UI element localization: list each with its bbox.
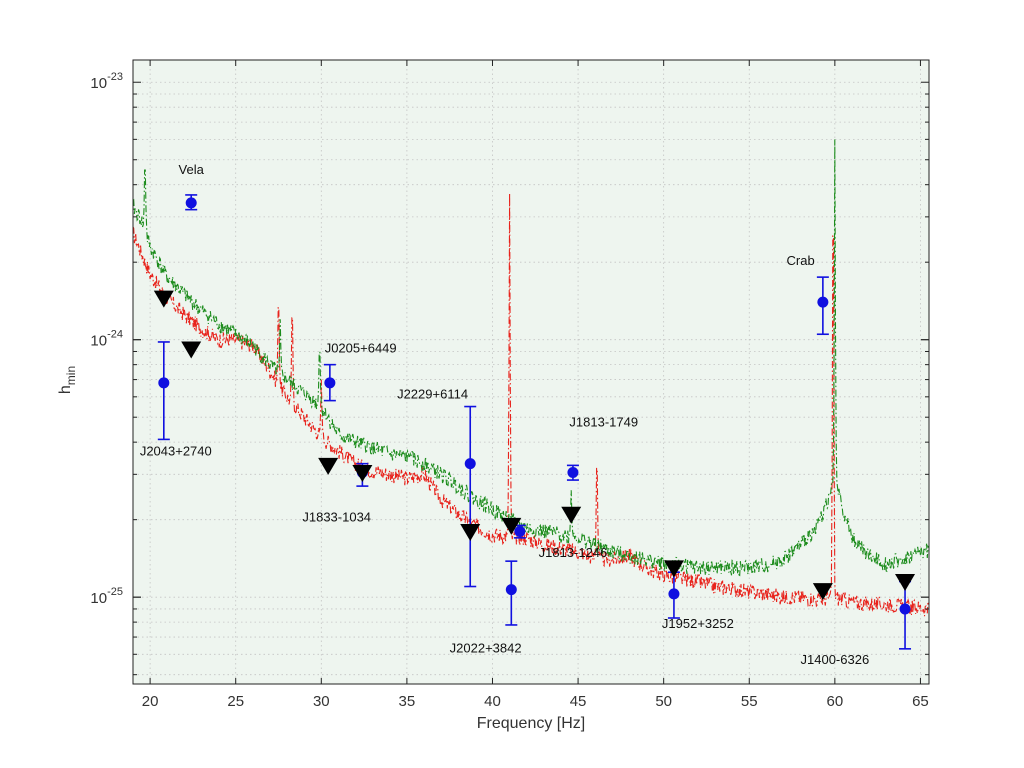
plot-background: [133, 60, 929, 684]
x-tick-label: 30: [313, 693, 330, 710]
upper-limit-marker: [501, 517, 522, 535]
upper-limit-marker: [460, 523, 481, 541]
y-tick-label-exponent: -23: [107, 71, 123, 83]
annotations: Vela J2043+2740 J0205+6449 J2229+6114 J1833-…: [140, 162, 869, 667]
upper-limit-marker: [895, 574, 916, 592]
x-tick-label: 50: [655, 693, 672, 710]
error-bars: [157, 194, 912, 650]
y-tick-label-exponent: -24: [107, 329, 123, 341]
measurement-point: [514, 525, 526, 537]
measurement-point: [899, 603, 911, 615]
upper-limit-marker: [663, 560, 684, 578]
pulsar-label: J1833-1034: [302, 509, 371, 524]
pulsar-label: J1952+3252: [662, 616, 734, 631]
measurement-point: [185, 197, 197, 209]
x-axis: 20 25 30 35 40 45 50 55 60 65: [142, 60, 929, 710]
pulsar-label: J1813-1246: [539, 545, 608, 560]
y-tick-label: 10-24: [90, 329, 123, 350]
pulsar-label: J2022+3842: [450, 640, 522, 655]
pulsar-label: J0205+6449: [325, 341, 397, 356]
upper-limit-marker: [318, 457, 339, 475]
upper-limit-markers: [153, 290, 916, 601]
y-axis-label: hmin: [57, 366, 78, 394]
measurement-point: [817, 296, 829, 308]
x-axis-label: Frequency [Hz]: [477, 715, 585, 732]
y-axis-label-base: h: [57, 385, 74, 394]
pulsar-label: Vela: [179, 162, 205, 177]
upper-limit-marker: [153, 290, 174, 308]
pulsar-label: J2043+2740: [140, 444, 212, 459]
green-curve-line: [132, 139, 930, 577]
x-tick-label: 65: [912, 693, 929, 710]
upper-limit-marker: [181, 341, 202, 359]
y-tick-label: 10-23: [90, 71, 123, 92]
x-tick-label: 40: [484, 693, 501, 710]
y-tick-label-base: 10: [90, 75, 107, 92]
y-tick-label-base: 10: [90, 590, 107, 607]
x-tick-label: 35: [399, 693, 416, 710]
measurement-point: [464, 458, 476, 470]
y-tick-label: 10-25: [90, 586, 123, 607]
measurement-point: [567, 466, 579, 478]
pulsar-label: Crab: [787, 253, 815, 268]
pulsar-label: J2229+6114: [397, 387, 468, 402]
upper-limit-marker: [352, 464, 373, 482]
pulsar-label: J1400-6326: [801, 652, 870, 667]
upper-limit-marker: [561, 506, 582, 524]
measurement-point: [324, 377, 336, 389]
measurement-point: [158, 377, 170, 389]
x-tick-label: 45: [570, 693, 587, 710]
measurement-point: [505, 584, 517, 596]
green-curve: [132, 139, 930, 577]
x-tick-label: 20: [142, 693, 159, 710]
y-axis-label-sub: min: [64, 366, 78, 385]
upper-limit-marker: [812, 583, 833, 601]
x-tick-label: 60: [827, 693, 844, 710]
x-tick-label: 55: [741, 693, 758, 710]
plot-frame: [132, 59, 930, 685]
pulsar-label: J1813-1749: [569, 415, 638, 430]
x-tick-label: 25: [227, 693, 244, 710]
y-tick-label-exponent: -25: [107, 586, 123, 598]
measurement-point: [668, 588, 680, 600]
y-tick-label-base: 10: [90, 333, 107, 350]
